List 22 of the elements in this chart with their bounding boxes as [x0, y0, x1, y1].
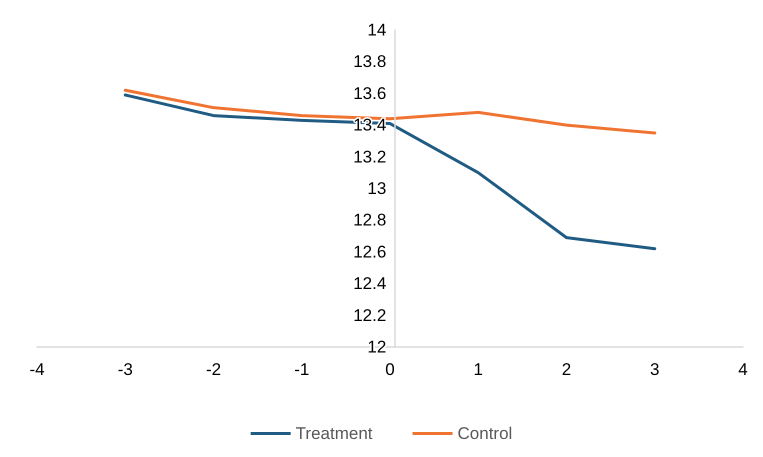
x-tick-label: -3	[118, 360, 133, 379]
legend-label: Control	[458, 424, 512, 443]
x-tick-label: -1	[294, 360, 310, 379]
y-tick-label: 13	[367, 179, 386, 198]
y-tick-label: 14	[367, 20, 386, 40]
x-tick-label: 0	[385, 360, 395, 379]
legend-label: Treatment	[296, 424, 373, 443]
line-series	[124, 88, 656, 135]
y-tick-label: 12.8	[353, 210, 386, 230]
x-tick-label: -4	[29, 360, 45, 379]
y-tick-label: 12	[367, 338, 386, 356]
y-tick-label: 12.4	[353, 274, 386, 294]
x-tick-label: 4	[738, 360, 748, 379]
x-tick-label: 3	[650, 360, 660, 379]
x-tick-label: -2	[206, 360, 222, 379]
y-tick-label: 12.6	[353, 242, 386, 262]
y-tick-label: 13.8	[353, 52, 386, 72]
x-tick-label: 2	[562, 360, 572, 379]
y-tick-label: 12.2	[353, 306, 386, 325]
x-tick-label: 1	[474, 360, 483, 379]
y-tick-label: 13.2	[353, 147, 386, 166]
y-tick-label: 13.6	[353, 84, 386, 103]
